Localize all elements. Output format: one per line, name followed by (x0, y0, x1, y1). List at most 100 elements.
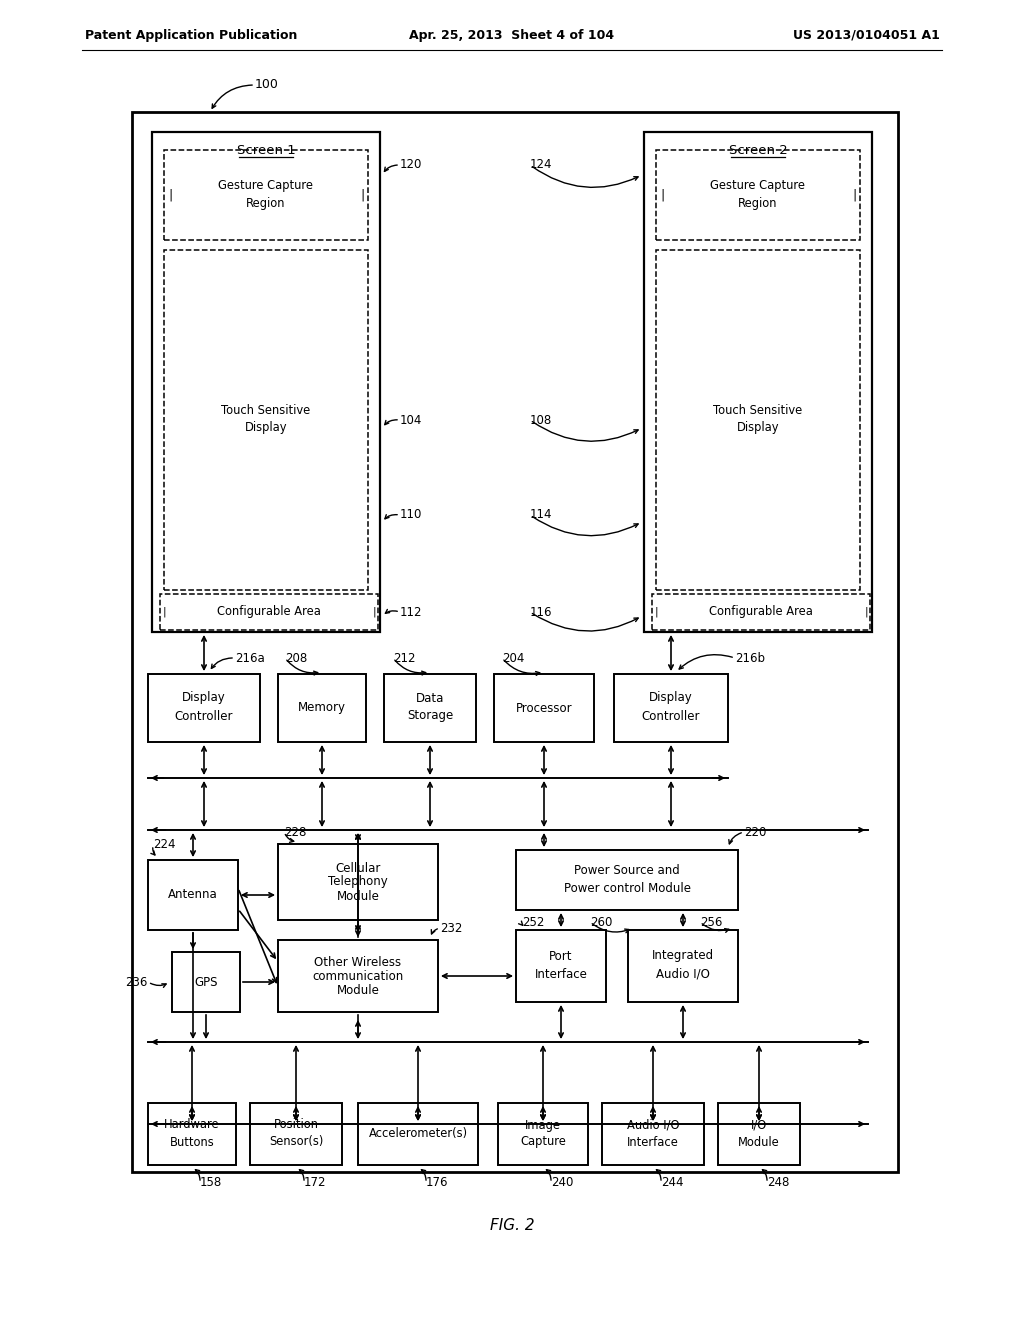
Text: 240: 240 (551, 1176, 573, 1189)
Text: 260: 260 (590, 916, 612, 928)
Text: Configurable Area: Configurable Area (709, 606, 813, 619)
Text: Audio I/O: Audio I/O (656, 968, 710, 981)
Bar (250, 1104, 342, 1166)
Bar (278, 940, 438, 1012)
Bar (494, 675, 594, 742)
Text: 124: 124 (530, 158, 553, 172)
Text: |: | (162, 607, 166, 618)
Bar (164, 150, 368, 240)
Bar (614, 675, 728, 742)
Text: 108: 108 (530, 413, 552, 426)
Text: Display: Display (182, 692, 226, 705)
Text: 112: 112 (400, 606, 423, 619)
Text: 256: 256 (700, 916, 722, 928)
Text: Accelerometer(s): Accelerometer(s) (369, 1127, 468, 1140)
Text: 116: 116 (530, 606, 553, 619)
Text: 224: 224 (153, 838, 175, 851)
Text: Gesture Capture: Gesture Capture (218, 178, 313, 191)
Bar (602, 1104, 705, 1166)
Text: Capture: Capture (520, 1135, 566, 1148)
Text: Region: Region (738, 197, 778, 210)
Text: 220: 220 (744, 825, 766, 838)
Text: 104: 104 (400, 413, 422, 426)
Text: Cellular: Cellular (335, 862, 381, 874)
Text: 120: 120 (400, 158, 422, 172)
Text: Other Wireless: Other Wireless (314, 956, 401, 969)
Text: Sensor(s): Sensor(s) (269, 1135, 324, 1148)
Bar (164, 249, 368, 590)
Text: FIG. 2: FIG. 2 (489, 1217, 535, 1233)
Text: Power control Module: Power control Module (563, 882, 690, 895)
Bar (652, 594, 870, 630)
Text: Module: Module (738, 1135, 780, 1148)
Text: 244: 244 (662, 1176, 683, 1189)
Text: Module: Module (337, 890, 380, 903)
Text: US 2013/0104051 A1: US 2013/0104051 A1 (794, 29, 940, 41)
Bar (132, 112, 898, 1172)
Text: 236: 236 (126, 975, 148, 989)
Bar (172, 952, 240, 1012)
Text: Touch Sensitive: Touch Sensitive (714, 404, 803, 417)
Text: 212: 212 (393, 652, 416, 664)
Text: 216b: 216b (735, 652, 765, 664)
Text: Display: Display (649, 692, 693, 705)
Text: Telephony: Telephony (328, 875, 388, 888)
Text: GPS: GPS (195, 975, 218, 989)
Text: Controller: Controller (642, 710, 700, 722)
Text: 158: 158 (200, 1176, 222, 1189)
Text: |: | (654, 607, 657, 618)
Bar (278, 843, 438, 920)
Text: Port: Port (549, 949, 572, 962)
Text: Image: Image (525, 1118, 561, 1131)
Text: Patent Application Publication: Patent Application Publication (85, 29, 297, 41)
Text: Controller: Controller (175, 710, 233, 722)
Bar (148, 861, 238, 931)
Text: 176: 176 (426, 1176, 449, 1189)
Text: Display: Display (736, 421, 779, 434)
Text: Processor: Processor (516, 701, 572, 714)
Text: Power Source and: Power Source and (574, 863, 680, 876)
Bar (656, 249, 860, 590)
Bar (278, 675, 366, 742)
Bar (516, 850, 738, 909)
Text: Screen 2: Screen 2 (729, 144, 787, 157)
Text: communication: communication (312, 969, 403, 982)
Text: |: | (659, 189, 665, 202)
Text: Apr. 25, 2013  Sheet 4 of 104: Apr. 25, 2013 Sheet 4 of 104 (410, 29, 614, 41)
Text: Position: Position (273, 1118, 318, 1131)
Text: Touch Sensitive: Touch Sensitive (221, 404, 310, 417)
Text: Audio I/O: Audio I/O (627, 1118, 679, 1131)
Bar (718, 1104, 800, 1166)
Bar (148, 1104, 236, 1166)
Text: 204: 204 (502, 652, 524, 664)
Text: Gesture Capture: Gesture Capture (711, 178, 806, 191)
Bar (628, 931, 738, 1002)
Text: |: | (852, 189, 856, 202)
Bar (152, 132, 380, 632)
Text: Integrated: Integrated (652, 949, 714, 962)
Text: Buttons: Buttons (170, 1135, 214, 1148)
Text: Data: Data (416, 692, 444, 705)
Text: 114: 114 (530, 508, 553, 521)
Bar (516, 931, 606, 1002)
Text: |: | (864, 607, 867, 618)
Text: 252: 252 (522, 916, 545, 928)
Text: 232: 232 (440, 921, 463, 935)
Text: 172: 172 (304, 1176, 327, 1189)
Bar (656, 150, 860, 240)
Text: 228: 228 (284, 825, 306, 838)
Text: I/O: I/O (751, 1118, 767, 1131)
Bar (384, 675, 476, 742)
Bar (498, 1104, 588, 1166)
Bar (160, 594, 378, 630)
Text: Storage: Storage (407, 710, 454, 722)
Text: Antenna: Antenna (168, 888, 218, 902)
Text: Configurable Area: Configurable Area (217, 606, 321, 619)
Bar (644, 132, 872, 632)
Text: Display: Display (245, 421, 288, 434)
Text: Screen 1: Screen 1 (237, 144, 295, 157)
Text: Interface: Interface (627, 1135, 679, 1148)
Text: Hardware: Hardware (164, 1118, 220, 1131)
Text: Region: Region (246, 197, 286, 210)
Bar (358, 1104, 478, 1166)
